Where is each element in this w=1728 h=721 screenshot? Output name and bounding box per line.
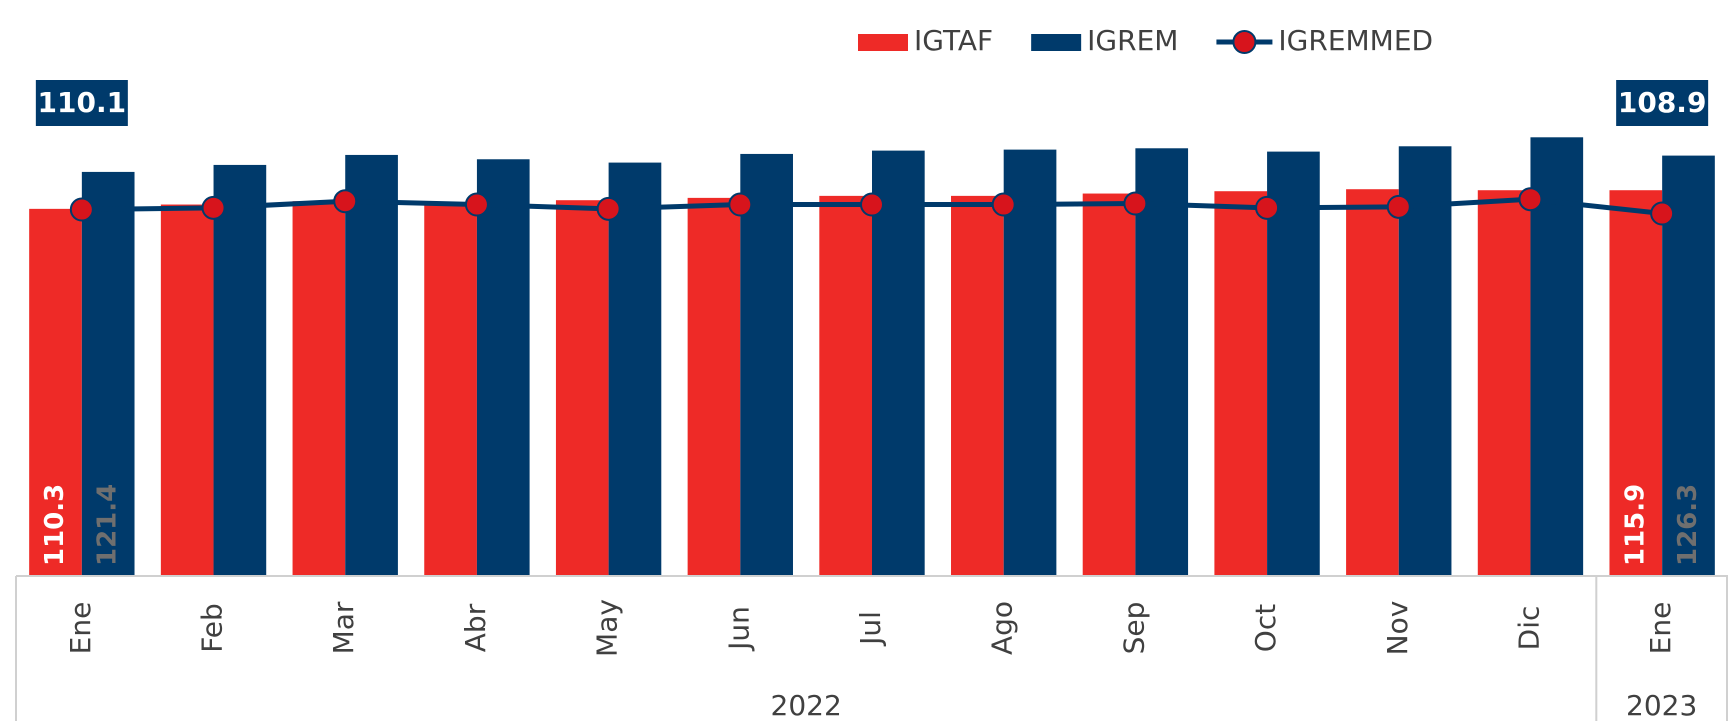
- line-marker: [1123, 191, 1148, 216]
- line-marker: [1386, 194, 1411, 219]
- x-tick-label: Sep: [1117, 602, 1150, 655]
- x-tick-label: Feb: [196, 603, 229, 653]
- x-tick-label: Dic: [1512, 606, 1545, 651]
- bar-value-label: 115.9: [1620, 484, 1650, 566]
- bar: [1398, 146, 1452, 576]
- bar: [476, 159, 530, 576]
- line-value-label: 108.9: [1618, 86, 1707, 119]
- bar: [213, 164, 267, 576]
- bar: [1530, 137, 1584, 576]
- bar: [1477, 190, 1531, 576]
- x-tick-label: May: [591, 599, 624, 657]
- bar: [1082, 193, 1136, 576]
- line-marker: [1518, 187, 1543, 212]
- x-tick-label: Jun: [722, 606, 755, 652]
- x-tick-label: Oct: [1249, 604, 1282, 652]
- line-marker: [1650, 201, 1675, 226]
- legend-label: IGREM: [1087, 24, 1178, 57]
- x-tick-label: Jul: [854, 611, 887, 647]
- bar: [345, 154, 398, 576]
- line-marker: [991, 192, 1016, 217]
- bar: [29, 208, 82, 576]
- bar: [555, 200, 609, 576]
- bar-value-label: 126.3: [1673, 484, 1703, 566]
- bar: [687, 197, 741, 577]
- legend-swatch: [1031, 34, 1082, 51]
- bar: [1135, 148, 1189, 576]
- x-tick-label: Ene: [64, 602, 97, 655]
- line-marker: [333, 189, 358, 214]
- value-label-box: [35, 80, 128, 126]
- x-tick-label: Abr: [459, 603, 492, 652]
- legend-label: IGTAF: [914, 24, 993, 57]
- bar: [1346, 189, 1399, 576]
- bar-value-label: 110.3: [40, 484, 70, 566]
- legend-swatch: [858, 34, 908, 51]
- line-marker: [860, 192, 884, 217]
- line-value-label: 110.1: [38, 86, 127, 119]
- line-marker: [464, 192, 489, 217]
- x-tick-label: Ago: [986, 601, 1019, 655]
- line-marker: [201, 195, 226, 220]
- value-label-box: [1616, 80, 1709, 126]
- bar: [1214, 191, 1268, 576]
- bar: [160, 204, 214, 576]
- bar: [872, 150, 925, 576]
- x-tick-label: Mar: [327, 601, 360, 654]
- bar: [819, 195, 872, 576]
- bar: [424, 202, 477, 577]
- line-marker: [69, 197, 94, 222]
- bar: [292, 201, 346, 576]
- bar: [1609, 190, 1663, 576]
- bar-value-label: 121.4: [93, 484, 123, 566]
- bar: [740, 153, 793, 577]
- x-tick-label: Nov: [1381, 601, 1414, 656]
- line-marker: [596, 196, 621, 221]
- x-tick-label: Ene: [1644, 602, 1677, 655]
- bar: [951, 195, 1004, 576]
- legend-swatch: [1232, 30, 1257, 54]
- bar: [1267, 151, 1320, 576]
- x-group-label: 2023: [1626, 689, 1697, 721]
- bar: [1003, 149, 1057, 577]
- bar: [608, 162, 662, 576]
- legend-label: IGREMMED: [1278, 24, 1433, 57]
- x-group-label: 2022: [771, 689, 842, 721]
- line-marker: [728, 192, 753, 217]
- line-marker: [1255, 195, 1280, 220]
- bar: [81, 171, 135, 576]
- bar: [1662, 155, 1715, 576]
